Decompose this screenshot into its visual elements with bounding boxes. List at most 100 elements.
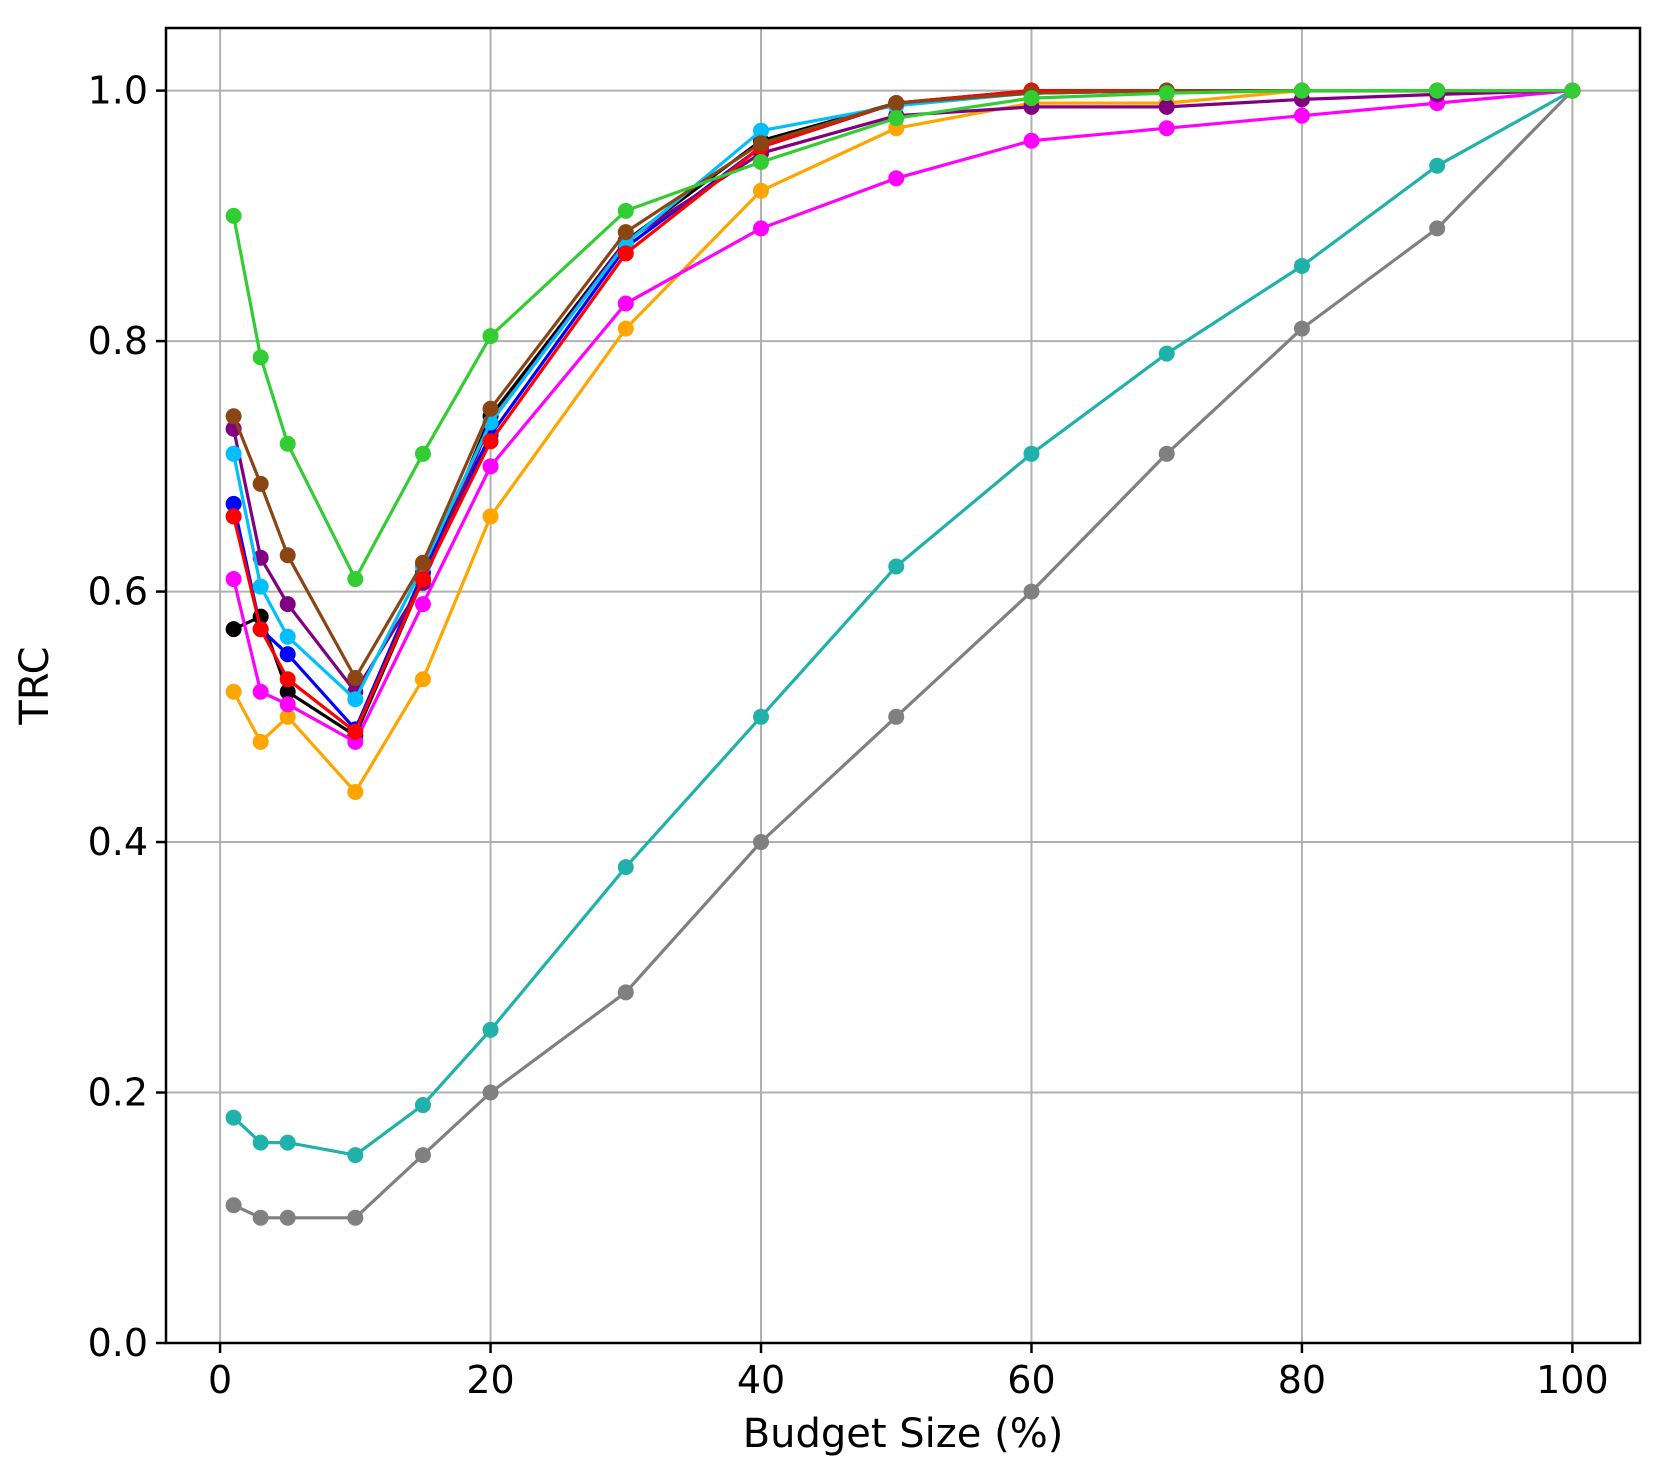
data-point — [753, 135, 770, 152]
data-point — [225, 1197, 242, 1214]
y-tick-label: 0.0 — [88, 1321, 148, 1365]
series-line — [232, 88, 1573, 731]
data-point — [225, 445, 242, 462]
data-point — [1158, 345, 1175, 362]
data-point — [617, 224, 634, 241]
y-axis-label: TRC — [12, 646, 58, 725]
axes-frame — [164, 26, 1642, 1345]
data-point — [1158, 120, 1175, 137]
data-point — [482, 458, 499, 475]
data-point — [753, 122, 770, 139]
data-point — [888, 170, 905, 187]
series-line — [232, 88, 1573, 581]
data-point — [279, 683, 296, 700]
data-point — [252, 733, 269, 750]
data-point — [279, 547, 296, 564]
y-tick-label: 0.8 — [88, 319, 148, 363]
data-point — [414, 554, 431, 571]
data-point — [279, 696, 296, 713]
data-point — [753, 708, 770, 725]
data-point — [225, 408, 242, 425]
series-line — [232, 89, 1573, 744]
data-point — [753, 834, 770, 851]
data-point — [347, 1209, 364, 1226]
data-point — [617, 295, 634, 312]
data-point — [225, 495, 242, 512]
data-point — [225, 1109, 242, 1126]
data-point — [1293, 257, 1310, 274]
y-tick-label: 0.6 — [88, 570, 148, 614]
data-point — [1429, 220, 1446, 237]
data-point — [347, 571, 364, 588]
data-point — [482, 1021, 499, 1038]
data-point — [1429, 82, 1446, 99]
x-tick-label: 0 — [208, 1358, 232, 1402]
data-point — [1429, 157, 1446, 174]
series-line — [232, 89, 1573, 694]
data-point — [414, 1097, 431, 1114]
data-point — [617, 984, 634, 1001]
data-point — [617, 859, 634, 876]
series-line — [232, 89, 1574, 1157]
data-point — [225, 621, 242, 638]
y-tick-label: 0.2 — [88, 1071, 148, 1115]
data-point — [279, 1134, 296, 1151]
series-line — [232, 88, 1573, 794]
data-point — [279, 646, 296, 663]
data-point — [617, 245, 634, 262]
data-point — [482, 328, 499, 345]
data-point — [617, 202, 634, 219]
data-point — [888, 95, 905, 112]
data-point — [414, 1147, 431, 1164]
x-tick-label: 60 — [1007, 1358, 1055, 1402]
data-point — [482, 508, 499, 525]
data-point — [225, 683, 242, 700]
data-point — [888, 558, 905, 575]
data-point — [1023, 132, 1040, 149]
data-point — [347, 691, 364, 708]
data-point — [414, 445, 431, 462]
y-tick-label: 0.4 — [88, 820, 148, 864]
data-point — [252, 475, 269, 492]
data-point — [347, 723, 364, 740]
data-point — [252, 1134, 269, 1151]
data-point — [1293, 82, 1310, 99]
data-point — [753, 182, 770, 199]
x-tick-label: 100 — [1536, 1358, 1609, 1402]
data-point — [1158, 98, 1175, 115]
data-point — [225, 571, 242, 588]
data-point — [279, 435, 296, 452]
data-point — [1158, 445, 1175, 462]
data-point — [1293, 107, 1310, 124]
axis-ticks: 0 20 40 60 80 100 0.0 0.2 0.4 0.6 0.8 1.0 — [88, 69, 1609, 1402]
data-point — [279, 671, 296, 688]
data-point — [888, 708, 905, 725]
data-point — [252, 1209, 269, 1226]
y-tick-label: 1.0 — [88, 69, 148, 113]
data-point — [1564, 82, 1581, 99]
data-point — [414, 671, 431, 688]
data-point — [225, 508, 242, 525]
x-axis-label: Budget Size (%) — [743, 1411, 1064, 1457]
data-point — [225, 207, 242, 224]
data-point — [347, 669, 364, 686]
data-point — [279, 1209, 296, 1226]
x-tick-label: 80 — [1278, 1358, 1326, 1402]
data-point — [414, 571, 431, 588]
data-point — [1158, 85, 1175, 102]
data-point — [279, 708, 296, 725]
data-point — [753, 220, 770, 237]
data-point — [482, 433, 499, 450]
data-point — [1023, 583, 1040, 600]
data-point — [1023, 90, 1040, 107]
data-point — [252, 349, 269, 366]
grid-lines — [166, 28, 1640, 1344]
series-0 — [225, 82, 1581, 1226]
data-point — [347, 1147, 364, 1164]
data-point — [1293, 320, 1310, 337]
series-5 — [225, 82, 1581, 750]
data-point — [753, 154, 770, 171]
data-point — [414, 596, 431, 613]
data-point — [252, 621, 269, 638]
